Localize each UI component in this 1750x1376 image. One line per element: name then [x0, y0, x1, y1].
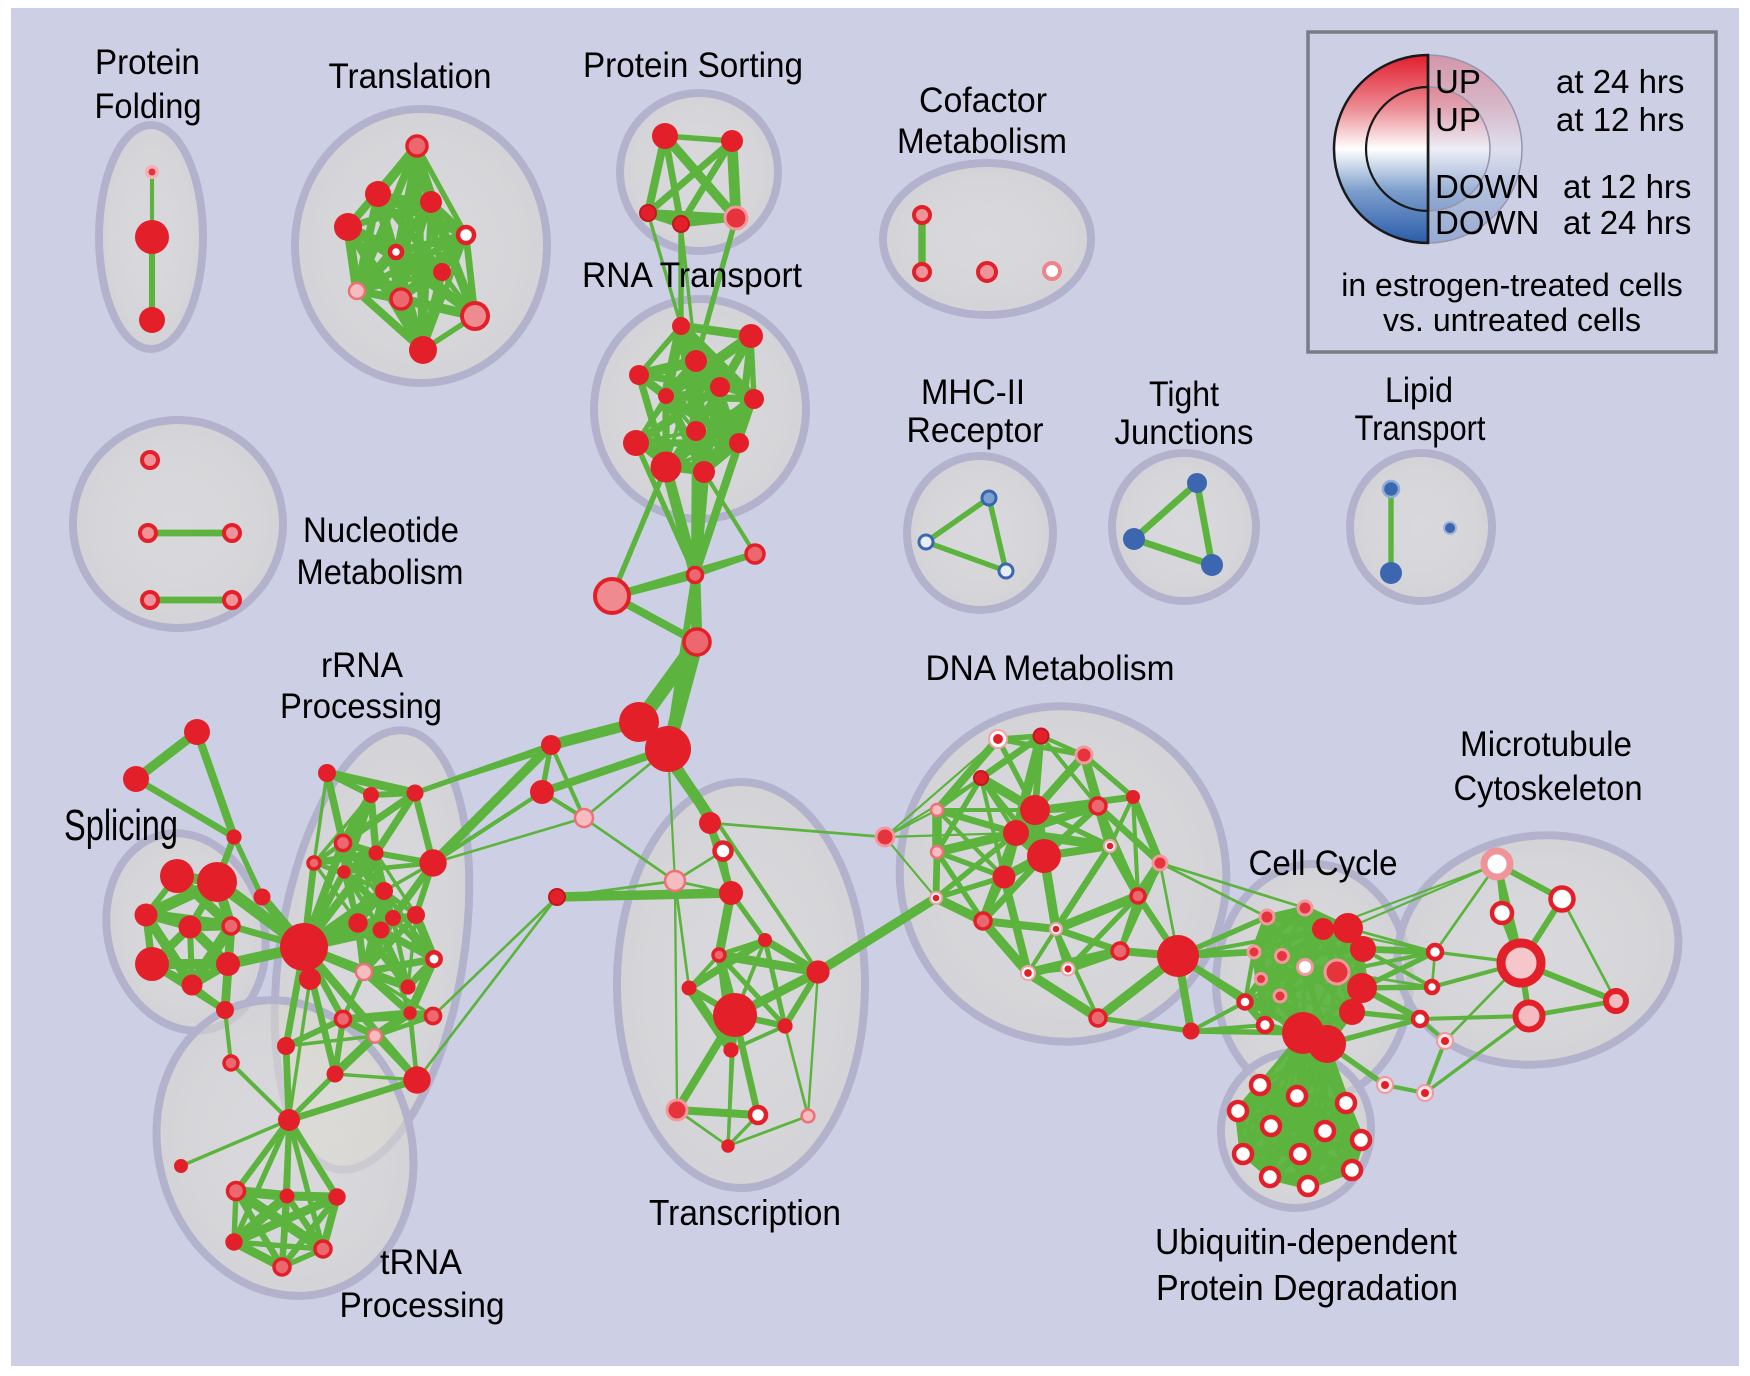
svg-text:Protein: Protein	[95, 43, 200, 82]
svg-text:Nucleotide: Nucleotide	[303, 511, 459, 550]
svg-text:tRNA: tRNA	[380, 1243, 463, 1282]
svg-text:Protein Sorting: Protein Sorting	[583, 46, 803, 85]
svg-text:in estrogen-treated cells: in estrogen-treated cells	[1341, 267, 1683, 303]
svg-text:at 24 hrs: at 24 hrs	[1563, 204, 1691, 241]
svg-text:Cell Cycle: Cell Cycle	[1249, 844, 1398, 883]
svg-text:at 12 hrs: at 12 hrs	[1556, 101, 1684, 138]
svg-text:Transcription: Transcription	[649, 1192, 841, 1233]
svg-text:DNA Metabolism: DNA Metabolism	[926, 649, 1175, 688]
svg-text:Receptor: Receptor	[907, 411, 1044, 450]
svg-text:Metabolism: Metabolism	[897, 122, 1067, 161]
svg-text:Ubiquitin-dependent: Ubiquitin-dependent	[1155, 1221, 1457, 1262]
svg-text:DOWN: DOWN	[1435, 204, 1539, 241]
svg-text:Cytoskeleton: Cytoskeleton	[1454, 769, 1643, 808]
svg-text:Processing: Processing	[340, 1286, 505, 1325]
svg-text:Cofactor: Cofactor	[919, 81, 1047, 120]
svg-text:UP: UP	[1435, 63, 1481, 100]
svg-text:Junctions: Junctions	[1115, 413, 1254, 452]
svg-text:Processing: Processing	[280, 687, 442, 726]
svg-text:Transport: Transport	[1355, 409, 1486, 448]
svg-text:Splicing: Splicing	[64, 801, 178, 850]
svg-text:DOWN: DOWN	[1435, 168, 1539, 205]
svg-text:Lipid: Lipid	[1385, 371, 1453, 410]
svg-text:Tight: Tight	[1149, 375, 1219, 414]
svg-text:Microtubule: Microtubule	[1460, 725, 1632, 764]
svg-text:Folding: Folding	[95, 87, 202, 126]
svg-text:UP: UP	[1435, 101, 1481, 138]
svg-text:rRNA: rRNA	[321, 646, 404, 685]
svg-text:RNA Transport: RNA Transport	[582, 256, 802, 295]
svg-text:at 12 hrs: at 12 hrs	[1563, 168, 1691, 205]
svg-text:Protein Degradation: Protein Degradation	[1156, 1267, 1458, 1308]
svg-text:MHC-II: MHC-II	[921, 373, 1025, 412]
svg-text:vs. untreated cells: vs. untreated cells	[1383, 302, 1641, 338]
svg-text:Translation: Translation	[329, 57, 492, 96]
svg-text:Metabolism: Metabolism	[297, 553, 464, 592]
svg-text:at 24 hrs: at 24 hrs	[1556, 63, 1684, 100]
